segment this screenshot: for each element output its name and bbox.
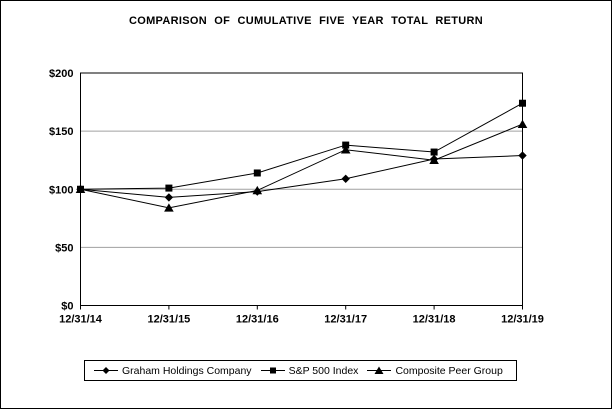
- data-point-square: [77, 185, 84, 193]
- x-axis-label: 12/31/15: [147, 314, 190, 326]
- legend-item-composite-peer-group: Composite Peer Group: [367, 364, 503, 377]
- y-axis-label: $200: [49, 68, 73, 80]
- data-point-diamond: [164, 193, 174, 202]
- x-axis-label: 12/31/16: [236, 314, 279, 326]
- series-line-diamond: [80, 155, 523, 198]
- square-marker-icon: [260, 367, 285, 374]
- data-point-triangle: [517, 119, 528, 128]
- data-point-square: [519, 99, 526, 107]
- chart-title: COMPARISON OF CUMULATIVE FIVE YEAR TOTAL…: [128, 15, 484, 27]
- data-point-square: [253, 169, 261, 177]
- x-axis-label: 12/31/18: [413, 314, 456, 326]
- x-axis-label: 12/31/17: [324, 314, 367, 326]
- chart-legend: Graham Holdings Company S&P 500 Index Co…: [84, 360, 517, 381]
- y-axis-label: $50: [55, 242, 73, 254]
- series-line-triangle: [80, 123, 523, 209]
- triangle-marker-icon: [367, 366, 392, 374]
- x-axis-label: 12/31/19: [501, 314, 544, 326]
- data-point-square: [165, 184, 173, 192]
- data-point-square: [342, 141, 350, 149]
- y-axis-label: $100: [49, 184, 73, 196]
- diamond-marker-icon: [94, 367, 118, 374]
- data-point-triangle: [164, 203, 174, 212]
- x-axis-label: 12/31/14: [59, 314, 103, 326]
- legend-item-sp500: S&P 500 Index: [260, 364, 359, 377]
- series-line-square: [80, 102, 523, 190]
- legend-item-graham-holdings: Graham Holdings Company: [94, 365, 252, 377]
- legend-label-composite-peer-group: Composite Peer Group: [395, 364, 503, 377]
- data-point-diamond: [341, 174, 350, 183]
- legend-label-graham-holdings: Graham Holdings Company: [122, 364, 252, 377]
- data-point-diamond: [518, 151, 527, 160]
- data-point-triangle: [340, 145, 351, 154]
- data-point-square: [430, 148, 438, 156]
- data-point-triangle: [252, 185, 263, 195]
- y-axis-label: $0: [61, 301, 73, 313]
- legend-label-sp500: S&P 500 Index: [288, 364, 359, 377]
- data-point-triangle: [429, 155, 439, 164]
- y-axis-label: $150: [49, 126, 73, 138]
